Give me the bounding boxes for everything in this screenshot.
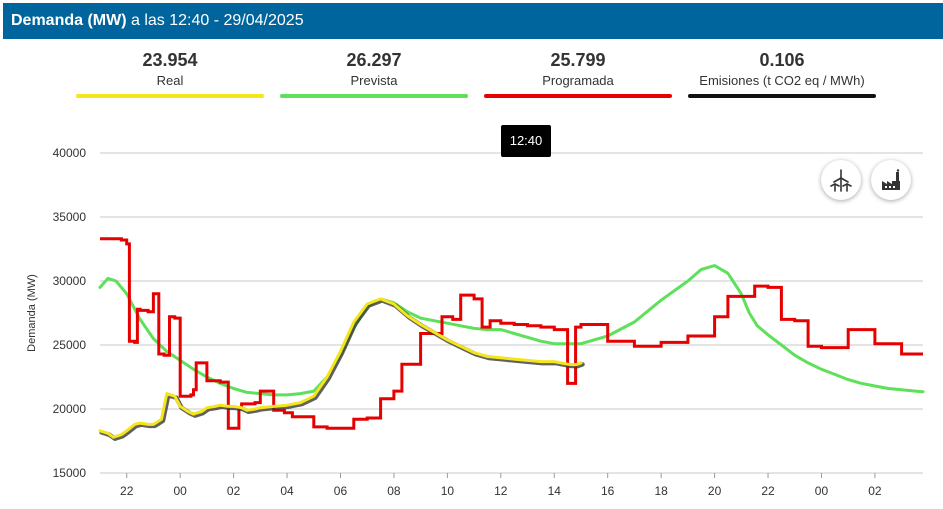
x-tick-label: 16 [601, 484, 615, 498]
factory-button[interactable] [871, 160, 911, 200]
kpi-real[interactable]: 23.954 Real [76, 48, 264, 98]
wind-turbine-icon [830, 169, 852, 192]
series-prevista-line [98, 264, 925, 397]
kpi-emisiones[interactable]: 0.106 Emisiones (t CO2 eq / MWh) [688, 48, 876, 98]
kpi-programada-color-bar [484, 94, 672, 98]
x-tick-label: 02 [868, 484, 882, 498]
x-tick-label: 10 [441, 484, 455, 498]
x-tick-label: 20 [708, 484, 722, 498]
x-tick-label: 22 [120, 484, 134, 498]
x-tick-label: 14 [548, 484, 562, 498]
time-tooltip: 12:40 [501, 125, 551, 157]
kpi-prevista-label: Prevista [350, 73, 398, 88]
kpi-real-value: 23.954 [142, 50, 198, 70]
kpi-emisiones-color-bar [688, 94, 876, 98]
y-tick-label: 35000 [53, 210, 87, 224]
x-tick-label: 12 [494, 484, 508, 498]
x-tick-label: 00 [815, 484, 829, 498]
kpi-real-color-bar [76, 94, 264, 98]
kpi-prevista-value: 26.297 [346, 50, 402, 70]
header-bar: Demanda (MW) a las 12:40 - 29/04/2025 [3, 3, 943, 39]
x-tick-label: 02 [227, 484, 241, 498]
y-tick-label: 15000 [53, 466, 87, 480]
x-tick-label: 06 [334, 484, 348, 498]
series-real-shadow [99, 298, 585, 441]
kpi-programada-value: 25.799 [550, 50, 606, 70]
factory-icon [882, 169, 900, 190]
kpi-prevista-color-bar [280, 94, 468, 98]
kpi-emisiones-label: Emisiones (t CO2 eq / MWh) [699, 73, 865, 88]
kpi-real-label: Real [156, 73, 184, 88]
series-real-line [98, 297, 583, 439]
x-tick-label: 00 [173, 484, 187, 498]
y-tick-label: 25000 [53, 338, 87, 352]
y-tick-label: 30000 [53, 274, 87, 288]
x-tick-label: 22 [761, 484, 775, 498]
kpi-emisiones-value: 0.106 [759, 50, 805, 70]
y-axis-label: Demanda (MW) [26, 274, 38, 352]
header-timestamp: a las 12:40 - 29/04/2025 [126, 12, 304, 29]
kpi-programada-label: Programada [542, 73, 614, 88]
y-tick-label: 20000 [53, 402, 87, 416]
x-tick-label: 04 [280, 484, 294, 498]
y-tick-label: 40000 [53, 146, 87, 160]
kpi-prevista[interactable]: 26.297 Prevista [280, 48, 468, 98]
kpi-programada[interactable]: 25.799 Programada [484, 48, 672, 98]
x-tick-label: 08 [387, 484, 401, 498]
x-tick-label: 18 [654, 484, 668, 498]
header-title: Demanda (MW) [11, 12, 127, 29]
wind-generation-button[interactable] [821, 160, 861, 200]
series-programada-line [100, 237, 923, 430]
